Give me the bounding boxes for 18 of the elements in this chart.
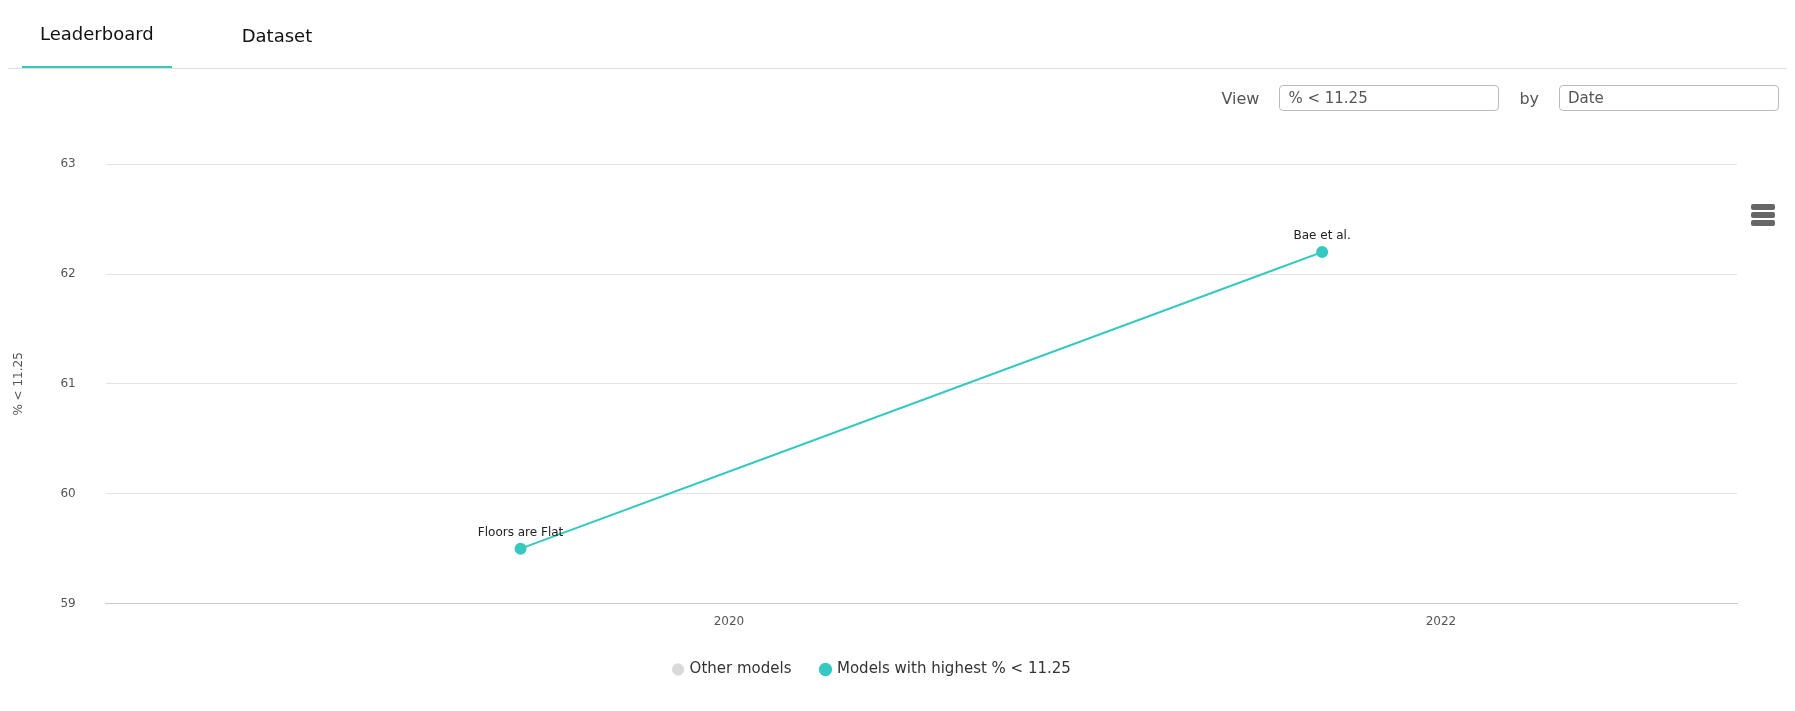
annotation: Floors are Flat: [477, 524, 564, 539]
text: Leaderboard: [22, 23, 172, 68]
y-tick-label: 63: [60, 156, 76, 171]
text: Date: [1559, 85, 1779, 111]
legend-label: Models with highest % < 11.25: [836, 659, 1071, 678]
text: % < 11.25: [1279, 85, 1500, 111]
y-tick-label: 62: [60, 266, 76, 281]
y-tick-label: 60: [60, 485, 76, 500]
text: View: [1221, 88, 1260, 108]
x-tick-label: 2020: [713, 613, 745, 628]
y-axis-title: % < 11.25: [11, 352, 26, 416]
legend-label: Other models: [689, 659, 792, 678]
text: by: [1519, 88, 1539, 108]
x-tick-label: 2022: [1425, 613, 1457, 628]
y-tick-label: 61: [60, 376, 76, 391]
annotation: Bae et al.: [1293, 228, 1351, 243]
text: Dataset: [240, 25, 314, 48]
y-tick-label: 59: [60, 595, 76, 610]
